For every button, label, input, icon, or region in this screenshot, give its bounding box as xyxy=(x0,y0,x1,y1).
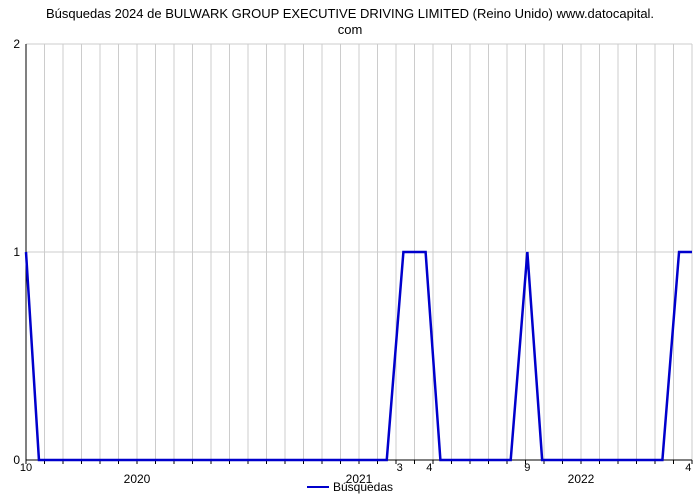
value-annotation: 4 xyxy=(426,462,432,474)
value-annotation: 3 xyxy=(397,462,403,474)
ytick-label: 2 xyxy=(13,37,20,51)
chart-container: Búsquedas 2024 de BULWARK GROUP EXECUTIV… xyxy=(0,0,700,500)
legend: Búsquedas xyxy=(0,479,700,494)
ytick-label: 1 xyxy=(13,245,20,259)
chart-title: Búsquedas 2024 de BULWARK GROUP EXECUTIV… xyxy=(0,6,700,39)
value-annotation: 9 xyxy=(524,462,530,474)
plot-svg xyxy=(26,44,692,460)
plot-area: 012202020212022103494 xyxy=(26,44,692,460)
legend-swatch xyxy=(307,486,329,488)
value-annotation: 4 xyxy=(685,462,691,474)
legend-label: Búsquedas xyxy=(333,480,393,494)
value-annotation: 10 xyxy=(20,462,32,474)
chart-title-line2: com xyxy=(338,22,363,37)
chart-title-line1: Búsquedas 2024 de BULWARK GROUP EXECUTIV… xyxy=(46,6,654,21)
